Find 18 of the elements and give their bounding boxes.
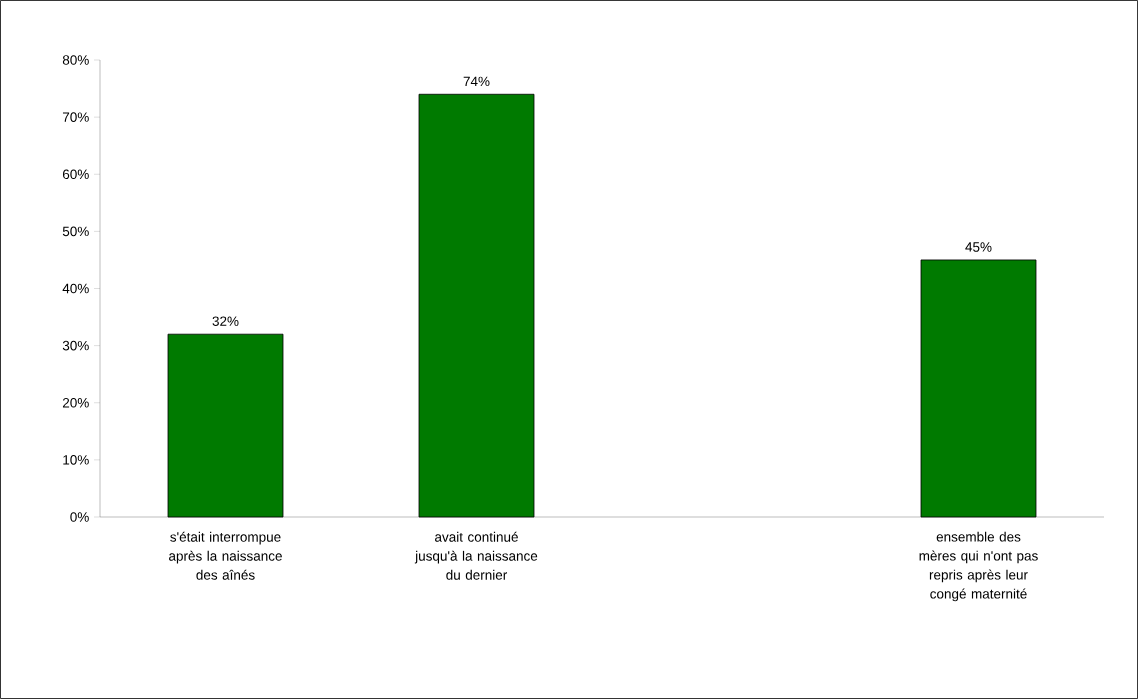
- data-label: 74%: [463, 76, 490, 87]
- x-tick-label: avait continué jusqu'à la naissance du dernier: [414, 531, 538, 580]
- y-tick-label: 30%: [62, 340, 89, 351]
- y-tick-label: 80%: [62, 55, 89, 65]
- y-tick-label: 0%: [70, 512, 89, 522]
- x-tick-label: s'était interrompue après la naissance des aînés: [169, 531, 282, 580]
- bar: [418, 93, 535, 518]
- y-tick-label: 10%: [63, 455, 89, 465]
- y-tick-label: 50%: [62, 226, 89, 237]
- data-label: 45%: [965, 242, 992, 252]
- y-tick-label: 20%: [62, 397, 89, 408]
- data-label: 32%: [212, 316, 239, 326]
- y-tick-label: 70%: [62, 112, 89, 122]
- y-tick-label: 60%: [62, 169, 89, 180]
- bar: [167, 333, 284, 518]
- bar: [920, 259, 1037, 518]
- x-tick-label: ensemble des mères qui n'ont pas repris après leur congé maternité: [919, 531, 1038, 602]
- y-tick-label: 40%: [62, 283, 89, 294]
